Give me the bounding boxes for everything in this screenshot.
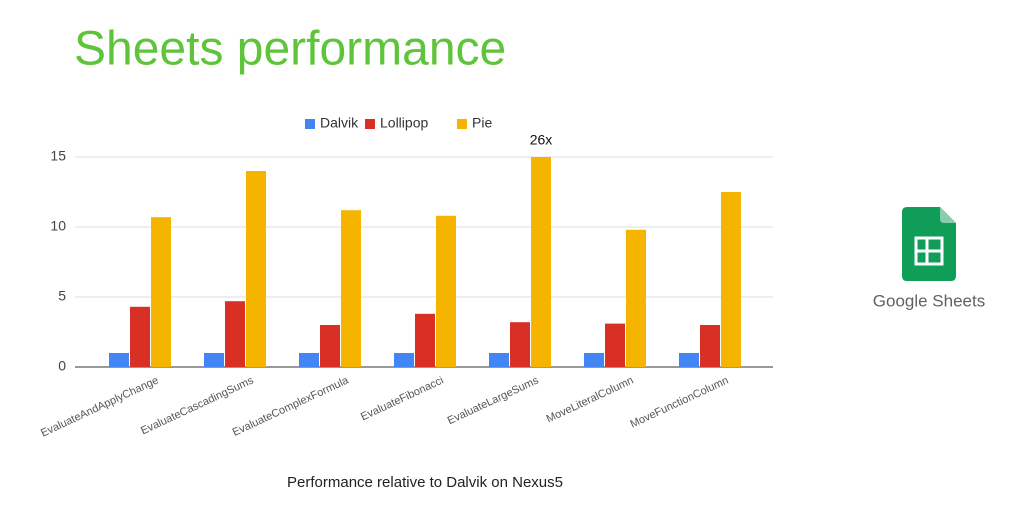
x-axis-title: Performance relative to Dalvik on Nexus5	[287, 474, 563, 491]
bar	[700, 325, 720, 367]
logo-text: Google Sheets	[873, 291, 985, 310]
bar	[109, 353, 129, 367]
bar	[151, 217, 171, 367]
legend-swatch	[457, 119, 467, 129]
logo-fold	[940, 207, 956, 223]
bar	[436, 215, 456, 367]
x-tick-label: EvaluateLargeSums	[446, 374, 541, 427]
bar	[489, 353, 509, 367]
data-label: 26x	[530, 132, 553, 148]
bar	[510, 322, 530, 367]
bar	[531, 157, 551, 367]
bar	[341, 210, 361, 367]
y-tick-label: 0	[58, 358, 66, 374]
y-tick-label: 15	[50, 148, 66, 164]
legend-swatch	[305, 119, 315, 129]
sheets-logo	[902, 207, 956, 281]
bar	[299, 353, 319, 367]
legend-swatch	[365, 119, 375, 129]
slide-title: Sheets performance	[74, 23, 506, 76]
legend-label: Dalvik	[320, 115, 359, 131]
bar	[626, 229, 646, 367]
bar	[130, 306, 150, 367]
y-tick-label: 10	[50, 218, 66, 234]
bar	[605, 323, 625, 367]
x-tick-label: MoveFunctionColumn	[628, 374, 730, 430]
legend-label: Pie	[472, 115, 492, 131]
y-tick-label: 5	[58, 288, 66, 304]
x-tick-label: EvaluateFibonacci	[359, 374, 446, 423]
x-tick-label: MoveLiteralColumn	[545, 374, 636, 425]
bar	[225, 301, 245, 367]
bar	[394, 353, 414, 367]
bar	[721, 192, 741, 367]
legend-label: Lollipop	[380, 115, 428, 131]
bar	[246, 171, 266, 367]
bar	[320, 325, 340, 367]
bar	[415, 313, 435, 367]
bar	[679, 353, 699, 367]
bar	[584, 353, 604, 367]
bar	[204, 353, 224, 367]
plot-bars	[109, 157, 741, 367]
